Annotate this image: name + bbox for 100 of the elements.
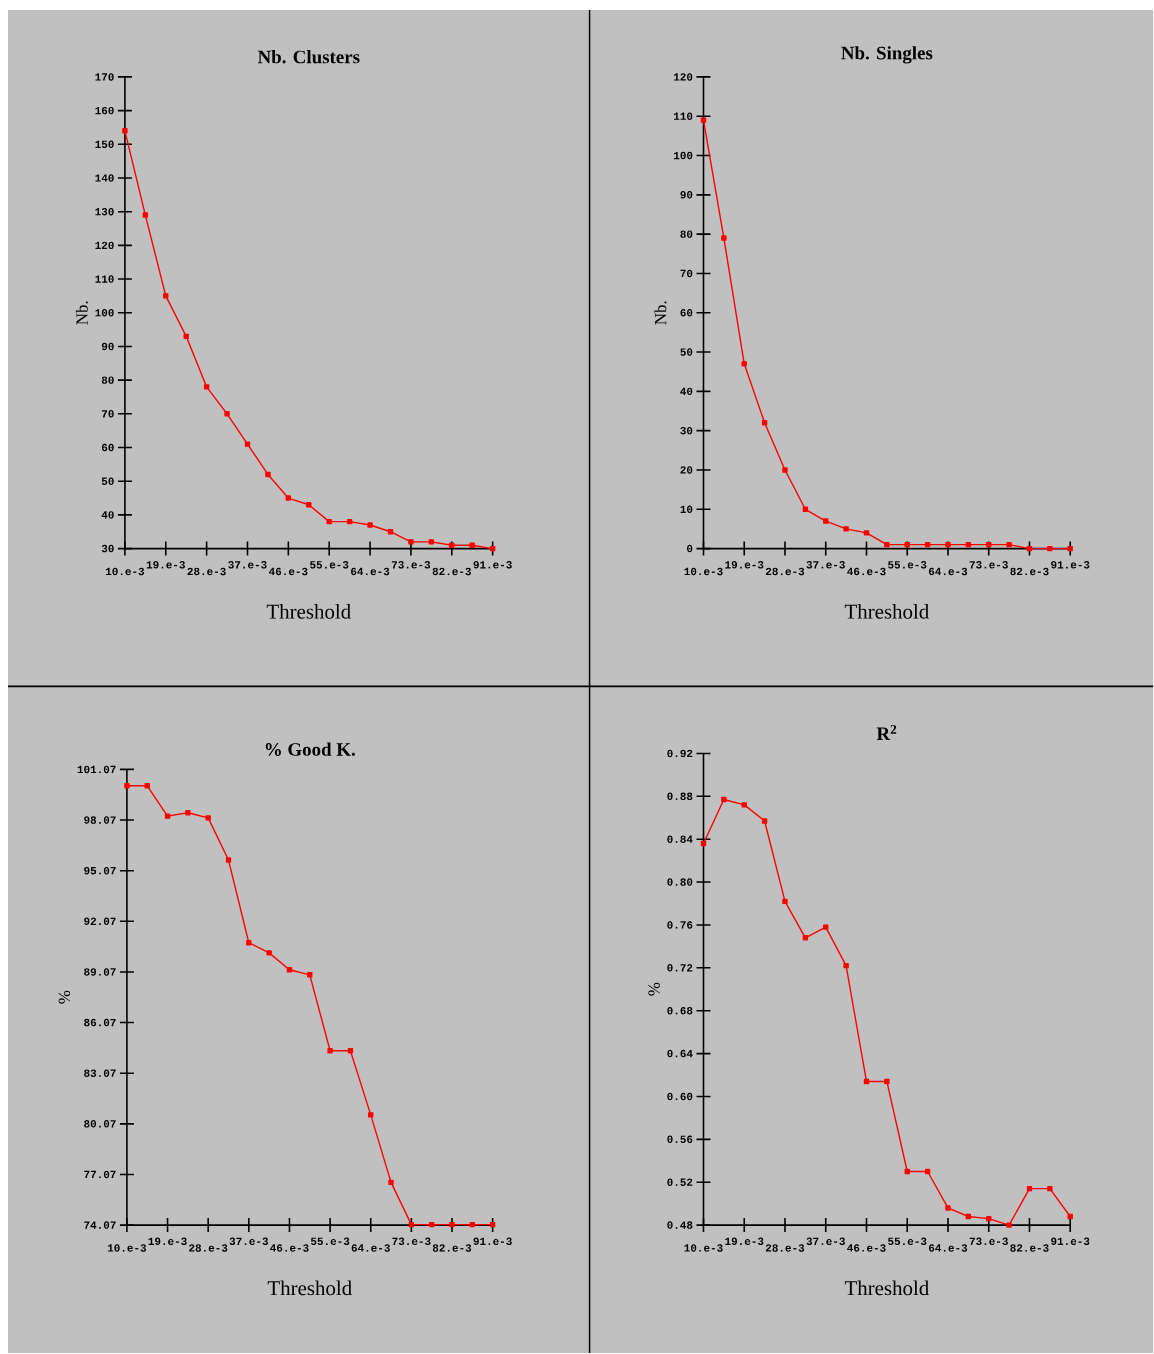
point	[408, 1221, 415, 1228]
x-tick-label: 82.e-3	[432, 1244, 472, 1252]
x-tick-label: 28.e-3	[187, 567, 226, 576]
y-tick-label: 90	[101, 342, 114, 351]
point	[1067, 1213, 1073, 1220]
y-tick-label: 120	[95, 241, 114, 250]
y-tick-label: 0.64	[667, 1049, 693, 1058]
point	[367, 522, 373, 528]
x-tick-label: 73.e-3	[392, 1237, 431, 1246]
x-axis-title: Threshold	[267, 1280, 352, 1296]
point	[822, 924, 829, 930]
point	[327, 1048, 333, 1054]
x-tick-label: 73.e-3	[391, 561, 431, 569]
point	[945, 541, 951, 548]
point	[347, 1048, 354, 1054]
x-tick-label: 73.e-3	[969, 561, 1008, 569]
y-axis-title: Nb.	[654, 301, 667, 325]
point	[985, 1215, 992, 1222]
y-tick-label: 80.07	[84, 1120, 116, 1128]
y-tick-label: 101.07	[77, 765, 116, 774]
y-tick-label: 110	[95, 275, 114, 283]
y-tick-label: 0.56	[667, 1135, 693, 1144]
point	[985, 541, 992, 548]
point	[205, 815, 211, 821]
point	[1047, 545, 1053, 552]
x-tick-label: 73.e-3	[969, 1237, 1008, 1246]
point	[721, 235, 727, 241]
x-tick-label: 19.e-3	[146, 561, 185, 569]
point	[884, 1078, 890, 1085]
point	[924, 1168, 931, 1175]
x-tick-label: 82.e-3	[1010, 567, 1049, 576]
point	[428, 1221, 435, 1228]
y-axis-title: %	[58, 990, 71, 1004]
point	[469, 1221, 475, 1228]
x-tick-label: 91.e-3	[1051, 1237, 1090, 1246]
point	[224, 411, 230, 417]
y-tick-label: 70	[101, 410, 114, 418]
point	[822, 518, 829, 524]
y-tick-label: 98.07	[84, 816, 116, 824]
x-tick-label: 28.e-3	[765, 1244, 805, 1252]
point	[449, 1221, 455, 1228]
chart-title: Nb. Clusters	[257, 50, 360, 64]
point	[1047, 1185, 1053, 1192]
y-tick-label: 86.07	[84, 1018, 116, 1027]
point	[265, 471, 271, 478]
y-tick-label: 0.88	[667, 792, 693, 801]
y-tick-label: 0.48	[667, 1221, 693, 1229]
point	[1026, 545, 1033, 552]
point	[904, 1168, 910, 1175]
y-tick-label: 74.07	[84, 1221, 116, 1229]
y-tick-label: 83.07	[84, 1069, 116, 1077]
y-tick-label: 50	[680, 348, 693, 356]
x-axis-title: Threshold	[844, 604, 929, 619]
point	[945, 1205, 951, 1211]
point	[700, 117, 707, 123]
y-tick-label: 20	[680, 466, 693, 474]
point	[700, 840, 707, 847]
point	[408, 539, 414, 545]
x-tick-label: 10.e-3	[684, 1244, 723, 1252]
point	[924, 541, 931, 548]
y-tick-label: 70	[680, 269, 693, 278]
point	[965, 541, 971, 548]
x-axis-title: Threshold	[844, 1280, 929, 1296]
x-tick-label: 55.e-3	[309, 561, 349, 569]
y-tick-label: 150	[95, 140, 114, 149]
x-tick-label: 46.e-3	[268, 567, 308, 576]
point	[307, 972, 313, 978]
point	[246, 940, 252, 946]
point	[469, 542, 475, 548]
point	[1006, 1222, 1012, 1228]
y-tick-label: 0.84	[667, 835, 693, 843]
y-tick-label: 110	[673, 112, 693, 120]
y-tick-label: 0.72	[667, 964, 693, 972]
point	[965, 1213, 971, 1220]
y-tick-label: 80	[101, 376, 114, 384]
x-tick-label: 10.e-3	[684, 567, 723, 576]
y-tick-label: 0.92	[667, 749, 693, 758]
y-tick-label: 89.07	[84, 968, 116, 976]
x-tick-label: 10.e-3	[107, 1244, 146, 1252]
point	[285, 495, 291, 501]
point	[428, 539, 434, 545]
y-axis-title: %	[648, 982, 660, 996]
x-tick-label: 82.e-3	[432, 567, 471, 576]
x-tick-label: 64.e-3	[928, 1244, 968, 1252]
point	[163, 293, 169, 299]
y-tick-label: 50	[101, 477, 114, 485]
y-tick-label: 40	[101, 511, 114, 519]
y-tick-label: 100	[673, 151, 693, 160]
y-tick-label: 80	[680, 230, 693, 238]
chart-title: Nb. Singles	[841, 46, 933, 64]
point	[122, 128, 128, 134]
y-tick-label: 160	[95, 106, 114, 115]
y-tick-label: 10	[680, 505, 693, 513]
x-tick-label: 82.e-3	[1010, 1244, 1049, 1252]
x-tick-label: 37.e-3	[228, 561, 267, 569]
chart-title: % Good K.	[265, 742, 355, 756]
y-tick-label: 120	[673, 73, 693, 81]
point	[863, 1078, 870, 1085]
point	[306, 502, 312, 508]
y-tick-label: 140	[95, 174, 114, 182]
